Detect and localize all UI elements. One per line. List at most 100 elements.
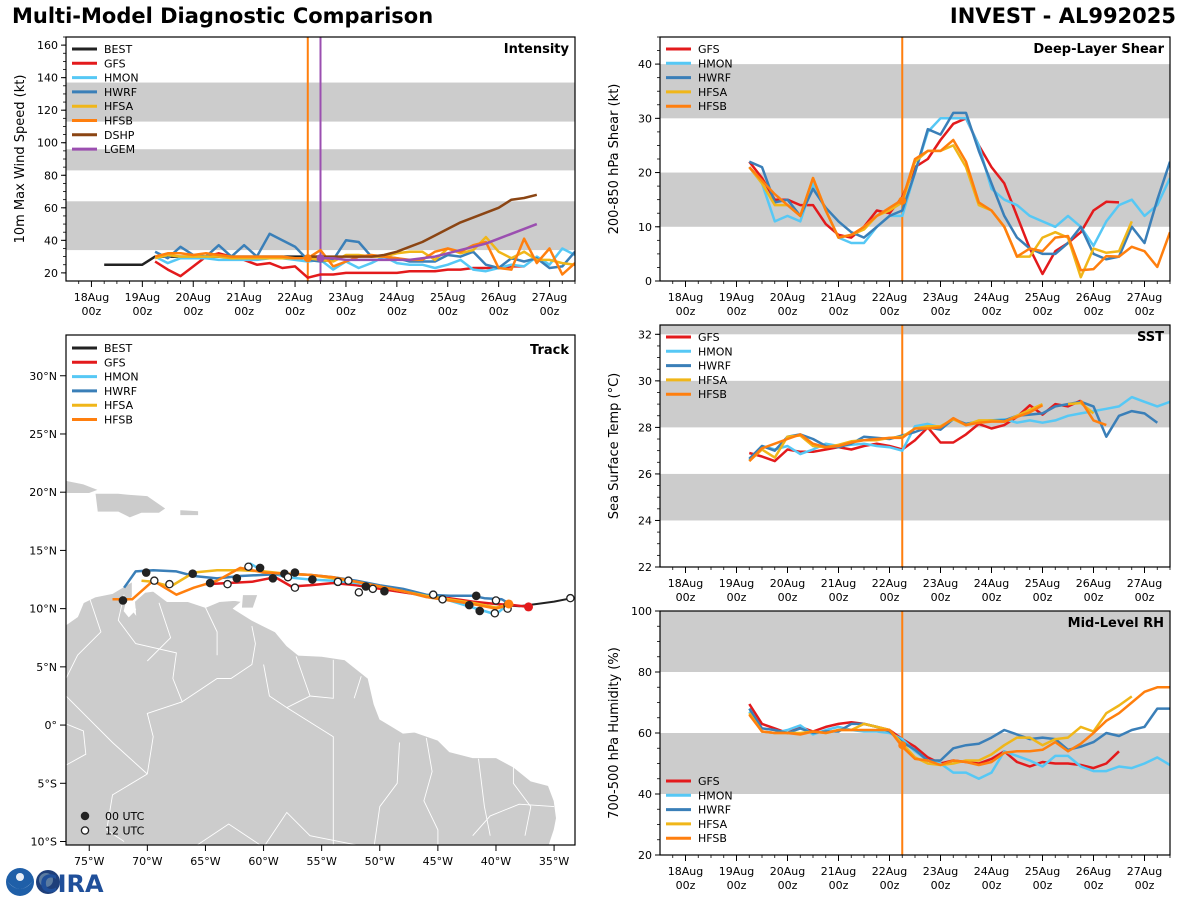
intensity-ytick-label: 40 xyxy=(44,234,58,247)
storm-title: INVEST - AL992025 xyxy=(949,4,1176,28)
track-marker-12utc xyxy=(368,584,378,594)
track-xtick-label: 45°W xyxy=(423,855,453,868)
puerto-rico-land xyxy=(179,509,199,516)
track-ytick-label: 30°N xyxy=(29,370,57,383)
track-marker-12utc xyxy=(290,583,300,592)
rh-ytick-label: 40 xyxy=(638,788,652,801)
track-marker-00utc xyxy=(232,574,242,583)
intensity-xtick-label: 19Aug xyxy=(125,291,160,304)
rh-xtick-label-hour: 00z xyxy=(778,879,798,892)
country-border xyxy=(472,803,555,836)
legend-label-dshp: DSHP xyxy=(104,129,135,142)
rh-xtick-label: 19Aug xyxy=(719,865,754,878)
country-border xyxy=(264,811,359,845)
intensity-ytick-label: 20 xyxy=(44,267,58,280)
intensity-xtick-label: 18Aug xyxy=(74,291,109,304)
shear-series-gfs xyxy=(748,117,1120,276)
country-border xyxy=(373,742,400,845)
intensity-series-hmon xyxy=(154,247,575,273)
shear-xtick-label: 23Aug xyxy=(923,291,958,304)
shear-band xyxy=(660,172,1170,227)
sst-xtick-label-hour: 00z xyxy=(829,591,849,604)
track-ytick-label: 0° xyxy=(45,719,58,732)
sst-xtick-label: 24Aug xyxy=(974,577,1009,590)
intensity-xtick-label: 22Aug xyxy=(277,291,312,304)
track-marker-00utc xyxy=(361,582,371,591)
rh-band xyxy=(660,733,1170,794)
country-border xyxy=(512,767,532,836)
legend-label-hmon: HMON xyxy=(104,72,139,85)
track-marker-12utc xyxy=(566,593,575,603)
intensity-xtick-label-hour: 00z xyxy=(336,305,356,318)
shear-xtick-label: 18Aug xyxy=(668,291,703,304)
legend-label-gfs: GFS xyxy=(104,57,126,70)
shear-xtick-label: 22Aug xyxy=(872,291,907,304)
shear-xtick-label: 27Aug xyxy=(1127,291,1162,304)
country-border xyxy=(353,676,362,699)
country-border xyxy=(478,758,491,836)
south-america-land xyxy=(66,581,557,845)
track-marker-00utc xyxy=(380,586,389,596)
track-xtick-label: 50°W xyxy=(365,855,395,868)
shear-ytick-label: 30 xyxy=(638,112,652,125)
sst-ytick-label: 24 xyxy=(638,514,652,527)
shear-series-hwrf xyxy=(748,111,1170,261)
shear-xtick-label-hour: 00z xyxy=(829,305,849,318)
track-marker-12utc xyxy=(165,579,174,589)
legend-label-hfsa: HFSA xyxy=(698,374,728,387)
track-xtick-label: 75°W xyxy=(74,855,104,868)
cira-logo: CIRA xyxy=(6,868,104,897)
shear-ytick-label: 20 xyxy=(638,167,652,180)
country-border xyxy=(106,773,148,842)
country-border xyxy=(66,596,102,679)
shear-xtick-label-hour: 00z xyxy=(727,305,747,318)
rh-panel: 2040608010018Aug00z19Aug00z20Aug00z21Aug… xyxy=(607,605,1171,892)
shear-xtick-label-hour: 00z xyxy=(982,305,1002,318)
country-border xyxy=(117,594,183,775)
sst-xtick-label: 27Aug xyxy=(1127,577,1162,590)
sst-series-hfsb xyxy=(748,399,1107,462)
rh-ytick-label: 20 xyxy=(638,849,652,862)
track-xtick-label: 55°W xyxy=(306,855,336,868)
legend-label-hmon: HMON xyxy=(698,57,733,70)
country-border xyxy=(309,659,334,699)
intensity-ytick-label: 100 xyxy=(37,137,58,150)
legend-label-hfsb: HFSB xyxy=(698,100,727,113)
track-xtick-label: 60°W xyxy=(248,855,278,868)
shear-ytick-label: 10 xyxy=(638,221,652,234)
rh-xtick-label-hour: 00z xyxy=(676,879,696,892)
legend-label-hwrf: HWRF xyxy=(698,360,731,373)
track-current-position-hfsb xyxy=(504,599,514,609)
rh-xtick-label: 27Aug xyxy=(1127,865,1162,878)
sst-xtick-label: 25Aug xyxy=(1025,577,1060,590)
rh-xtick-label: 24Aug xyxy=(974,865,1009,878)
sst-band xyxy=(660,325,1170,335)
track-ytick-label: 5°N xyxy=(36,661,57,674)
track-marker-00utc xyxy=(268,574,278,583)
intensity-xtick-label-hour: 00z xyxy=(132,305,152,318)
filled-circle-icon xyxy=(80,811,90,821)
rh-plot-area xyxy=(660,611,1170,855)
legend-label-hfsa: HFSA xyxy=(104,100,134,113)
trinidad-land xyxy=(241,594,259,609)
shear-ylabel: 200-850 hPa Shear (kt) xyxy=(607,84,622,235)
sst-xtick-label: 21Aug xyxy=(821,577,856,590)
sst-plot-area xyxy=(660,325,1170,567)
noaa-logo-icon xyxy=(6,868,34,896)
rh-xtick-label-hour: 00z xyxy=(829,879,849,892)
intensity-xtick-label: 20Aug xyxy=(176,291,211,304)
sst-panel-label: SST xyxy=(1137,330,1164,345)
cira-logo-text: CIRA xyxy=(40,870,104,897)
track-marker-00utc xyxy=(188,569,197,578)
track-marker-00utc xyxy=(118,596,128,605)
rh-panel-label: Mid-Level RH xyxy=(1068,616,1164,631)
track-marker-00utc xyxy=(308,575,317,584)
shear-xtick-label: 19Aug xyxy=(719,291,754,304)
country-border xyxy=(66,723,87,766)
intensity-ylabel: 10m Max Wind Speed (kt) xyxy=(13,75,28,244)
intensity-xtick-label: 26Aug xyxy=(481,291,516,304)
